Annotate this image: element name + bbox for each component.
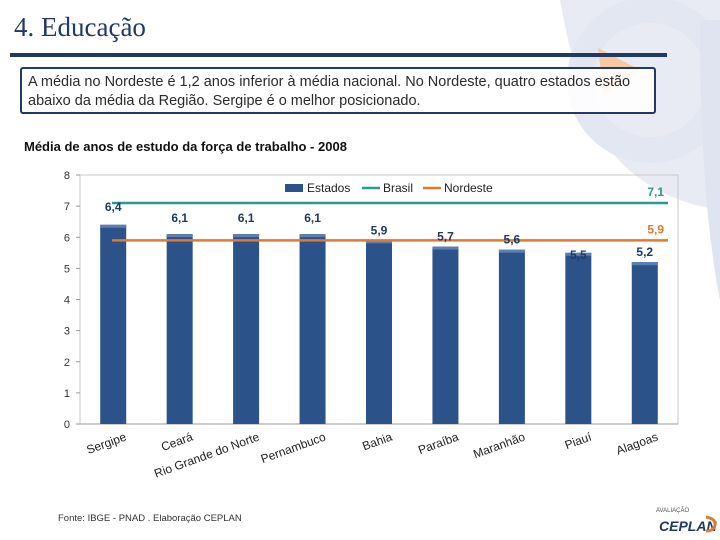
bar-3 (299, 234, 326, 424)
bar-label-7: 5,5 (570, 248, 587, 262)
y-tick-labels: 0 1 2 3 4 5 6 7 8 (64, 170, 70, 431)
bar-6 (498, 249, 525, 424)
x-tick-label-1: Ceará (159, 430, 195, 454)
x-tick-label-8: Alagoas (614, 430, 660, 458)
logo-wordmark: CEPLAN (659, 518, 717, 534)
slide-title: 4. Educação (14, 12, 146, 42)
y-tick-label: 2 (64, 357, 70, 369)
title-rule (10, 53, 667, 57)
x-tick-label-4: Bahia (360, 430, 394, 454)
bar-cap-1 (166, 234, 193, 238)
y-tick-label: 3 (64, 326, 70, 338)
x-tick-label-7: Piauí (563, 429, 594, 452)
chart-title: Média de anos de estudo da força de trab… (24, 139, 347, 154)
bar-cap-8 (631, 262, 658, 266)
line-label-brasil: 7,1 (647, 185, 664, 199)
y-tick-label: 7 (64, 201, 70, 213)
line-label-nordeste: 5,9 (647, 222, 664, 236)
bar-label-6: 5,6 (504, 233, 521, 247)
x-tick-label-0: Sergipe (85, 430, 129, 457)
bar-chart: 0 1 2 3 4 5 6 7 8 6,4 6,1 6,1 6,1 5,9 5,7 5,6 5,5 5,2 7,… (64, 170, 679, 481)
y-tick-label: 1 (64, 388, 70, 400)
reference-line-labels: 7,1 5,9 (647, 185, 664, 236)
logo-subtitle: AVALIAÇÃO (656, 508, 690, 514)
bar-label-0: 6,4 (105, 200, 122, 214)
y-tick-label: 0 (64, 419, 70, 431)
y-tick-label: 5 (64, 263, 70, 275)
bar-cap-7 (565, 252, 592, 256)
bar-7 (565, 252, 592, 424)
legend-label-nordeste: Nordeste (444, 181, 493, 195)
bar-cap-3 (299, 234, 326, 238)
bar-label-1: 6,1 (171, 211, 188, 225)
bar-label-2: 6,1 (238, 211, 255, 225)
x-tick-label-5: Paraíba (416, 430, 461, 458)
source-note: Fonte: IBGE - PNAD . Elaboração CEPLAN (58, 513, 242, 524)
bar-5 (432, 246, 459, 424)
reference-lines (112, 201, 668, 242)
bar-cap-2 (233, 234, 260, 238)
bar-cap-4 (366, 240, 392, 244)
legend-swatch-estados (285, 184, 303, 192)
bar-1 (166, 234, 193, 424)
chart-legend: Estados Brasil Nordeste (285, 181, 493, 195)
x-tick-label-6: Maranhão (471, 430, 527, 462)
legend-label-brasil: Brasil (383, 181, 413, 195)
deco-band-right (700, 20, 720, 300)
bar-label-4: 5,9 (371, 223, 388, 237)
x-tick-label-3: Pernambuco (259, 430, 328, 467)
ceplan-logo: AVALIAÇÃO CEPLAN (656, 508, 718, 538)
bars (100, 224, 658, 424)
bar-value-labels: 6,4 6,1 6,1 6,1 5,9 5,7 5,6 5,5 5,2 (105, 200, 654, 262)
bar-cap-0 (100, 224, 127, 228)
y-tick-label: 6 (64, 232, 70, 244)
bar-cap-5 (432, 246, 459, 250)
bar-2 (233, 234, 260, 424)
bar-4 (366, 240, 392, 424)
bar-label-8: 5,2 (636, 245, 653, 259)
legend-label-estados: Estados (307, 181, 350, 195)
summary-callout: A média no Nordeste é 1,2 anos inferior … (20, 67, 656, 114)
bar-cap-6 (498, 249, 525, 253)
bar-label-3: 6,1 (304, 211, 321, 225)
y-tick-label: 8 (64, 170, 70, 182)
bar-8 (631, 262, 658, 424)
y-tick-label: 4 (64, 295, 70, 307)
bar-label-5: 5,7 (437, 230, 454, 244)
logo-swirl-icon (705, 515, 717, 533)
bar-0 (100, 224, 127, 424)
